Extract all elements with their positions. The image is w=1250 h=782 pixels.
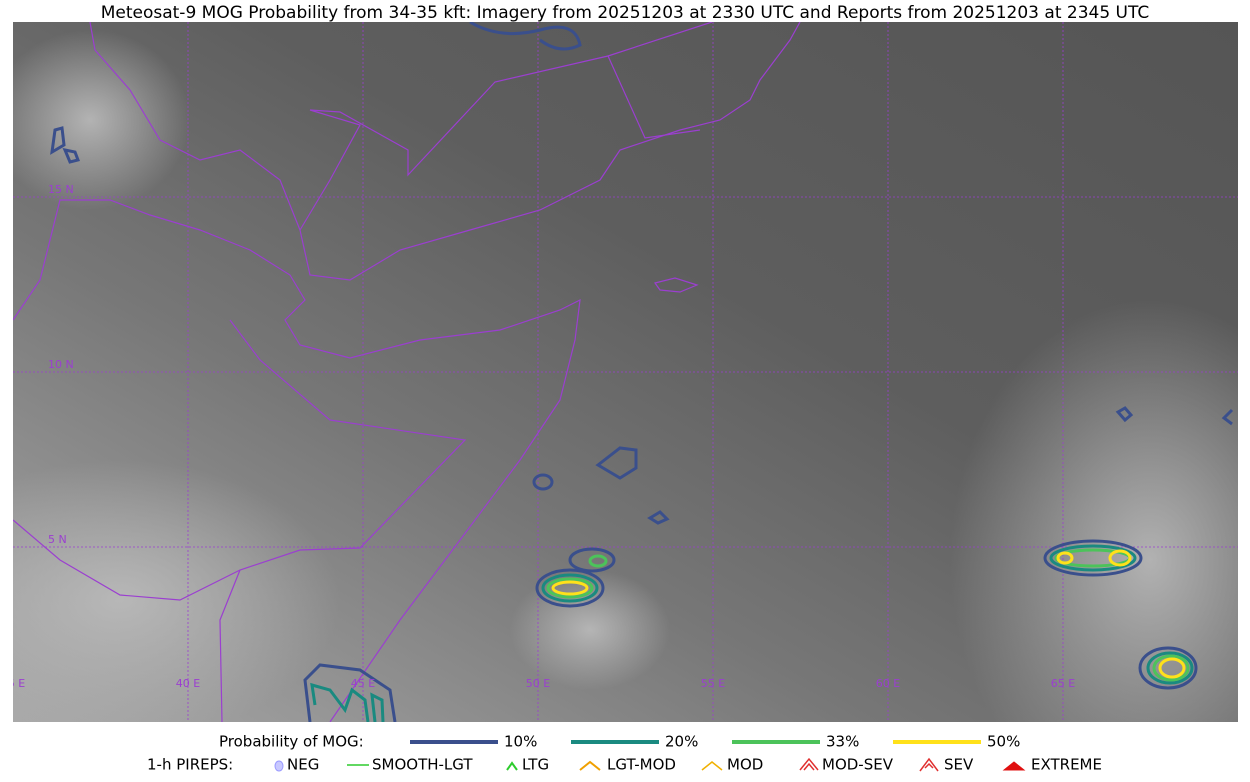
lon-labels: 35 E 40 E 45 E 50 E 55 E 60 E 65 E (1, 677, 1075, 690)
lat-label: 15 N (48, 183, 74, 196)
legend-label: SMOOTH-LGT (372, 756, 473, 774)
lon-label: 40 E (176, 677, 200, 690)
lat-label: 5 N (48, 533, 67, 546)
lon-label: 35 E (1, 677, 25, 690)
legend-icon (799, 757, 819, 771)
legend-label: SEV (944, 756, 974, 774)
legend-label: NEG (287, 756, 319, 774)
probability-items: 10% 20% 33% 50% (410, 733, 1020, 751)
cloud (510, 570, 670, 690)
legend-label: 50% (987, 733, 1020, 751)
lon-label: 45 E (351, 677, 375, 690)
legend-label: 20% (665, 733, 698, 751)
legend-label: 10% (504, 733, 537, 751)
coastlines (13, 22, 801, 722)
legend: Probability of MOG: 10% 20% 33% 50% 1-h PIR… (147, 733, 1102, 774)
cloud (13, 30, 190, 210)
legend-label: 33% (826, 733, 859, 751)
graticule (13, 22, 1238, 722)
lon-label: 60 E (876, 677, 900, 690)
legend-label: LTG (522, 756, 549, 774)
lon-label: 55 E (701, 677, 725, 690)
legend-icon (1002, 761, 1026, 771)
legend-label: LGT-MOD (607, 756, 676, 774)
legend-icon (274, 760, 284, 772)
legend-title: Probability of MOG: (219, 733, 364, 751)
legend-label: MOD (727, 756, 763, 774)
pirep-items: NEG SMOOTH-LGT LTG LGT-MOD MOD MOD-SEV SEV EXTR… (274, 756, 1102, 774)
lat-labels: 15 N 10 N 5 N (48, 183, 74, 546)
legend-icon (579, 760, 601, 771)
legend-label: EXTREME (1031, 756, 1102, 774)
legend-label: MOD-SEV (822, 756, 894, 774)
legend-icon (701, 761, 723, 771)
legend-title: 1-h PIREPS: (147, 756, 233, 774)
legend-icon (506, 761, 518, 771)
cloud (950, 300, 1238, 722)
cloud (13, 460, 340, 722)
title: Meteosat-9 MOG Probability from 34-35 kf… (101, 3, 1150, 23)
contours (50, 22, 1234, 722)
map: 15 N 10 N 5 N 35 E 40 E 45 E 50 E 55 E 60 E 65 E (1, 22, 1238, 722)
lat-label: 10 N (48, 358, 74, 371)
lon-label: 65 E (1051, 677, 1075, 690)
legend-icon (919, 757, 939, 772)
lon-label: 50 E (526, 677, 550, 690)
